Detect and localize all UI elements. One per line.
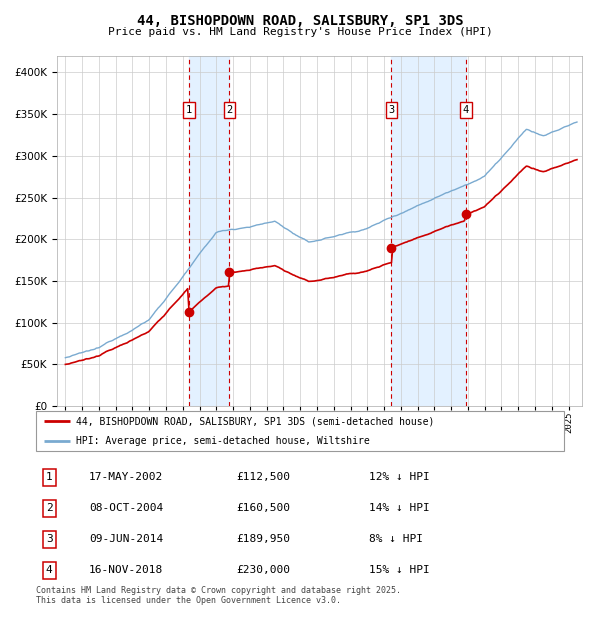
Text: Price paid vs. HM Land Registry's House Price Index (HPI): Price paid vs. HM Land Registry's House … (107, 27, 493, 37)
Text: 1: 1 (46, 472, 53, 482)
Text: 3: 3 (388, 105, 395, 115)
Text: 4: 4 (46, 565, 53, 575)
Text: 8% ↓ HPI: 8% ↓ HPI (368, 534, 422, 544)
Text: £189,950: £189,950 (236, 534, 290, 544)
Text: £160,500: £160,500 (236, 503, 290, 513)
Text: HPI: Average price, semi-detached house, Wiltshire: HPI: Average price, semi-detached house,… (76, 436, 370, 446)
Text: £230,000: £230,000 (236, 565, 290, 575)
Text: 2: 2 (46, 503, 53, 513)
Text: 14% ↓ HPI: 14% ↓ HPI (368, 503, 430, 513)
Text: £112,500: £112,500 (236, 472, 290, 482)
Text: 3: 3 (46, 534, 53, 544)
Text: 09-JUN-2014: 09-JUN-2014 (89, 534, 163, 544)
Text: 44, BISHOPDOWN ROAD, SALISBURY, SP1 3DS (semi-detached house): 44, BISHOPDOWN ROAD, SALISBURY, SP1 3DS … (76, 416, 434, 426)
Bar (189, 56, 229, 406)
FancyBboxPatch shape (36, 411, 564, 451)
Text: 12% ↓ HPI: 12% ↓ HPI (368, 472, 430, 482)
Text: 15% ↓ HPI: 15% ↓ HPI (368, 565, 430, 575)
Text: Contains HM Land Registry data © Crown copyright and database right 2025.
This d: Contains HM Land Registry data © Crown c… (36, 586, 401, 605)
Bar (391, 56, 466, 406)
Text: 2: 2 (226, 105, 232, 115)
Text: 4: 4 (463, 105, 469, 115)
Text: 08-OCT-2004: 08-OCT-2004 (89, 503, 163, 513)
Text: 1: 1 (186, 105, 192, 115)
Text: 16-NOV-2018: 16-NOV-2018 (89, 565, 163, 575)
Text: 17-MAY-2002: 17-MAY-2002 (89, 472, 163, 482)
Text: 44, BISHOPDOWN ROAD, SALISBURY, SP1 3DS: 44, BISHOPDOWN ROAD, SALISBURY, SP1 3DS (137, 14, 463, 28)
